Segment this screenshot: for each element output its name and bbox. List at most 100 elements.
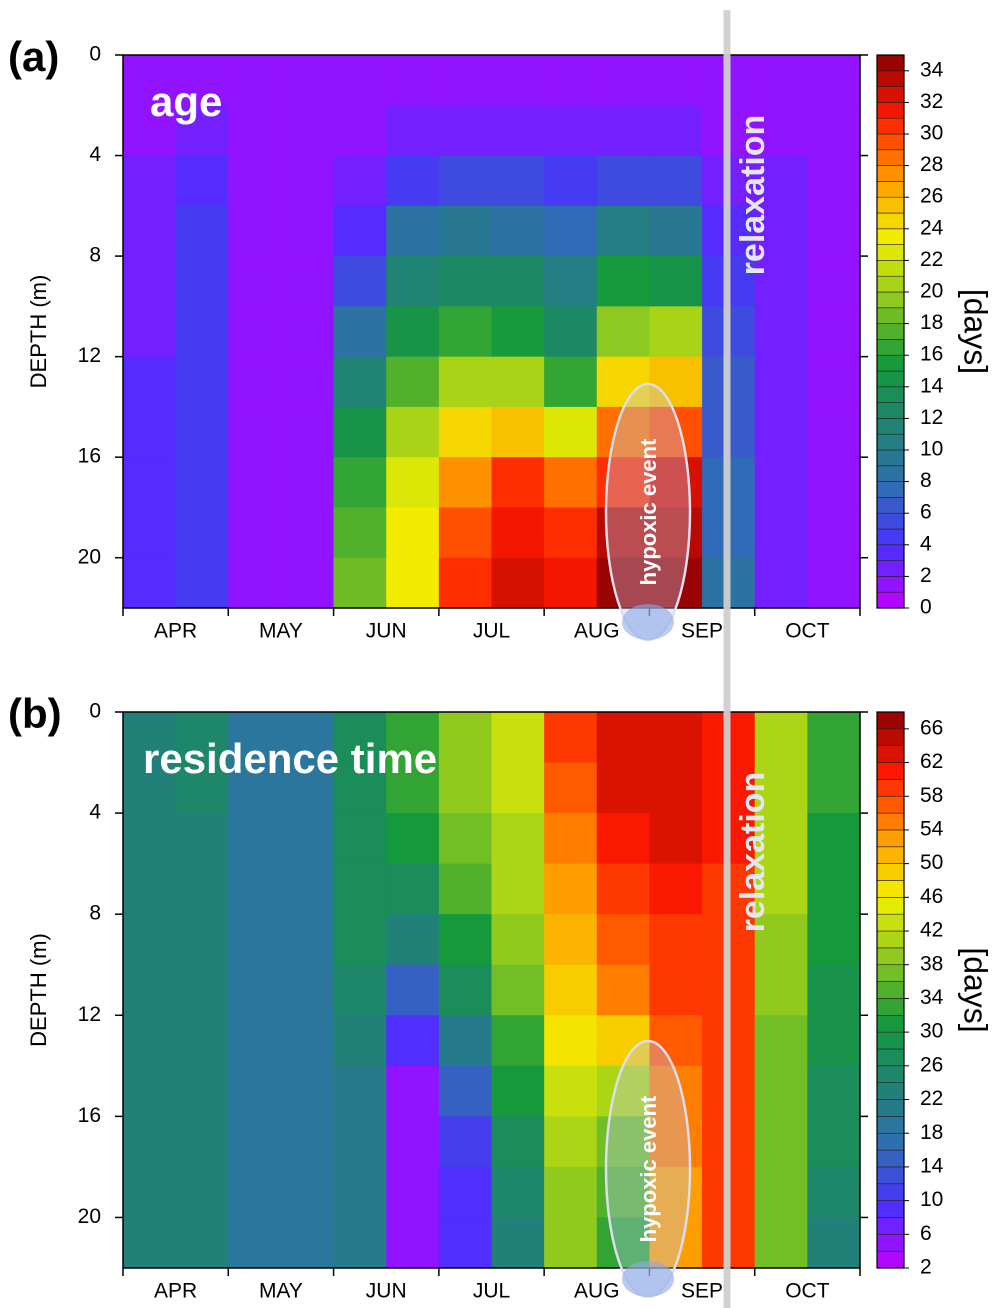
heatmap-cell — [491, 105, 545, 157]
heatmap-cell — [807, 1065, 860, 1117]
heatmap-cell — [333, 1217, 387, 1268]
heatmap-cell — [544, 1116, 598, 1168]
heatmap-cell — [754, 155, 808, 207]
colorbar-box — [876, 880, 905, 898]
colorbar-box — [876, 323, 905, 340]
heatmap-cell — [438, 1166, 492, 1218]
heatmap-cell — [280, 1217, 335, 1268]
heatmap-cell — [333, 914, 387, 966]
heatmap-cell — [649, 914, 703, 966]
colorbar-box — [876, 528, 905, 546]
heatmap-cell — [175, 712, 229, 764]
colorbar-box — [876, 863, 905, 881]
heatmap-cell — [228, 914, 282, 966]
heatmap-cell — [333, 406, 387, 458]
heatmap-cell — [807, 205, 860, 257]
colorbar-box — [876, 465, 905, 482]
colorbar-tick-label: 22 — [920, 1087, 943, 1110]
heatmap-cell — [280, 1015, 335, 1067]
heatmap-cell — [123, 1217, 177, 1268]
heatmap-cell — [280, 507, 335, 559]
colorbar-tick-label: 8 — [920, 469, 932, 492]
colorbar-box — [876, 795, 905, 814]
colorbar-tick-label: 16 — [920, 343, 943, 366]
annotation-relaxation: relaxation — [734, 115, 772, 276]
heatmap-cell — [491, 762, 545, 814]
heatmap-cell — [123, 1116, 177, 1168]
colorbar-box — [876, 544, 905, 561]
colorbar-tick-label: 24 — [920, 216, 944, 239]
colorbar-box — [876, 275, 905, 293]
heatmap-cell — [228, 55, 282, 106]
heatmap-cell — [807, 964, 860, 1016]
heatmap-cell — [491, 813, 545, 865]
heatmap-cell — [228, 1217, 282, 1268]
y-axis-label: DEPTH (m) — [26, 933, 51, 1047]
x-tick-label: JUN — [366, 1280, 407, 1303]
colorbar-box — [876, 339, 905, 356]
heatmap-cell — [544, 457, 598, 508]
heatmap-cell — [228, 1166, 282, 1218]
heatmap-cell — [754, 55, 808, 106]
y-tick-label: 4 — [89, 801, 101, 824]
colorbar-box — [876, 947, 905, 966]
heatmap-cell — [386, 863, 440, 915]
heatmap-cell — [228, 356, 282, 408]
heatmap-cell — [175, 1166, 229, 1218]
colorbar-tick-label: 62 — [920, 750, 943, 773]
colorbar-box — [876, 1014, 905, 1033]
heatmap-cell — [754, 863, 808, 915]
heatmap-cell — [807, 1015, 860, 1067]
heatmap-cell — [333, 205, 387, 257]
heatmap-cell — [228, 1015, 282, 1067]
colorbar-tick-label: 2 — [920, 1256, 932, 1279]
colorbar-box — [876, 1200, 905, 1218]
colorbar-tick-label: 26 — [920, 1053, 943, 1076]
y-tick-label: 8 — [89, 244, 101, 267]
heatmap-cell — [123, 155, 177, 207]
heatmap-cell — [175, 205, 229, 257]
colorbar-box — [876, 481, 905, 498]
heatmap-cell — [175, 105, 229, 157]
colorbar-box — [876, 418, 905, 435]
heatmap-cell — [807, 557, 860, 608]
colorbar-box — [876, 102, 905, 119]
x-tick-label: JUN — [366, 620, 407, 643]
panel-label: (b) — [8, 690, 62, 737]
y-tick-label: 8 — [89, 902, 101, 925]
x-tick-label: SEP — [681, 1280, 723, 1303]
heatmap-cell — [386, 557, 440, 608]
heatmap-cell — [333, 55, 387, 106]
heatmap-cell — [754, 356, 808, 408]
heatmap-cell — [438, 55, 492, 106]
colorbar-tick-label: 26 — [920, 185, 943, 208]
heatmap-cell — [228, 964, 282, 1016]
colorbar-label: [days] — [958, 947, 994, 1032]
heatmap-cell — [544, 507, 598, 559]
heatmap-cell — [386, 155, 440, 207]
colorbar-box — [876, 354, 905, 372]
colorbar-box — [876, 711, 905, 730]
heatmap-cell — [386, 1166, 440, 1218]
heatmap-cell — [175, 507, 229, 559]
heatmap-cell — [649, 1116, 703, 1168]
colorbar-tick-label: 58 — [920, 784, 943, 807]
heatmap-cell — [386, 914, 440, 966]
heatmap-cell — [123, 457, 177, 508]
heatmap-cell — [807, 507, 860, 559]
heatmap-cell — [649, 762, 703, 814]
colorbar-tick-label: 14 — [920, 1154, 944, 1177]
panel-label: (a) — [8, 33, 59, 80]
heatmap-cell — [649, 712, 703, 764]
heatmap-cell — [438, 863, 492, 915]
heatmap-cell — [544, 356, 598, 408]
heatmap-cell — [596, 712, 650, 764]
heatmap-cell — [649, 155, 703, 207]
heatmap-cell — [333, 1116, 387, 1168]
heatmap-cell — [280, 1065, 335, 1117]
heatmap-cell — [123, 356, 177, 408]
heatmap-cell — [491, 1217, 545, 1268]
heatmap-cell — [596, 813, 650, 865]
colorbar-box — [876, 165, 905, 182]
y-tick-label: 16 — [78, 445, 101, 468]
